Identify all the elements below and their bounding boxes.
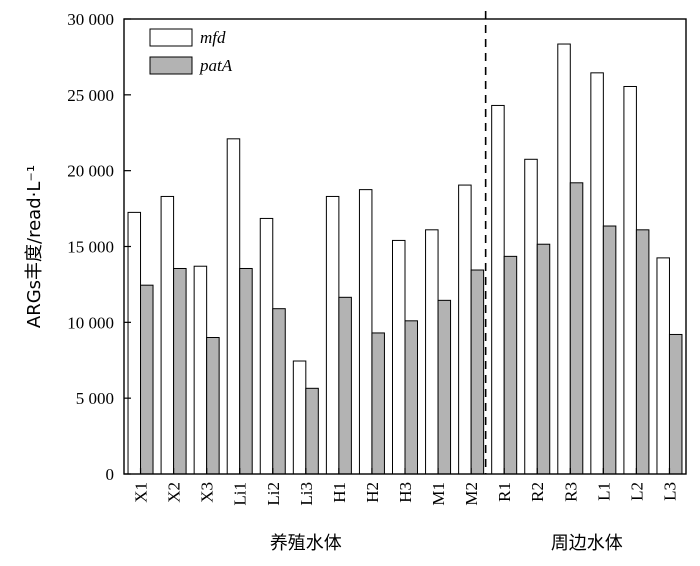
legend-swatch-mfd [149, 28, 193, 47]
bar-mfd-Li2 [259, 217, 274, 475]
bar-patA-L3 [668, 333, 683, 475]
bar-mfd-R1 [491, 104, 505, 475]
bar-mfd-L1 [590, 72, 604, 475]
bar-patA-L2 [635, 229, 650, 475]
bar-mfd-H2 [358, 189, 373, 475]
x-tick-label-H1: H1 [330, 482, 349, 503]
bar-mfd-R2 [524, 158, 538, 475]
bar-mfd-R3 [557, 43, 571, 475]
legend: mfd patA [149, 28, 233, 75]
bar-patA-X2 [173, 267, 187, 475]
x-tick-label-L2: L2 [627, 482, 646, 501]
bar-mfd-L2 [623, 85, 637, 475]
x-tick-label-R1: R1 [495, 482, 514, 502]
bar-patA-R2 [536, 243, 551, 475]
bar-mfd-Li3 [292, 360, 307, 475]
legend-swatch-patA [149, 56, 193, 75]
group-label-1: 养殖水体 [270, 532, 342, 554]
bar-mfd-M2 [458, 184, 472, 475]
bar-patA-H3 [404, 320, 418, 475]
x-axis: X1 X2 X3 Li1 Li2 Li3 H1 H2 H3 M1 M2 R1 R2 R3 L1 L2 L3 [132, 468, 679, 506]
bar-patA-H1 [338, 296, 352, 475]
y-tick-label: 30 000 [67, 10, 114, 29]
bar-patA-R3 [569, 182, 584, 475]
y-axis: 0 5 000 10 000 15 000 20 000 25 000 30 000 [67, 10, 131, 484]
bar-patA-Li3 [305, 387, 319, 475]
bar-mfd-Li1 [226, 138, 241, 475]
y-tick-label: 25 000 [67, 86, 114, 105]
x-tick-label-Li1: Li1 [231, 482, 250, 506]
bar-mfd-M1 [425, 229, 439, 475]
bar-patA-Li1 [239, 267, 253, 475]
y-tick-label: 15 000 [67, 238, 114, 257]
bar-mfd-H3 [392, 239, 406, 475]
bar-patA-M2 [470, 269, 485, 475]
x-tick-label-L1: L1 [594, 482, 613, 501]
x-tick-label-M1: M1 [429, 482, 448, 506]
group-label-2: 周边水体 [551, 533, 623, 554]
bar-mfd-X2 [160, 195, 175, 475]
y-tick-label: 0 [106, 465, 115, 484]
bar-patA-X3 [206, 337, 220, 475]
x-tick-label-R2: R2 [528, 482, 547, 502]
bar-patA-Li2 [272, 308, 286, 475]
bar-patA-M1 [437, 299, 452, 475]
x-tick-label-Li2: Li2 [264, 482, 283, 506]
bar-mfd-X1 [127, 211, 142, 475]
y-tick-label: 20 000 [67, 162, 114, 181]
legend-label-patA: patA [199, 56, 233, 75]
x-tick-label-X2: X2 [165, 482, 184, 503]
x-tick-label-X1: X1 [132, 482, 151, 503]
x-tick-label-H3: H3 [396, 482, 415, 503]
legend-label-mfd: mfd [200, 28, 226, 47]
bar-mfd-X3 [193, 265, 208, 475]
bar-patA-R1 [503, 255, 518, 475]
bar-patA-H2 [371, 332, 385, 475]
bar-patA-L1 [602, 225, 617, 475]
y-axis-label: ARGs丰度/read·L⁻¹ [24, 165, 45, 328]
x-tick-label-H2: H2 [363, 482, 382, 503]
x-tick-label-Li3: Li3 [297, 482, 316, 506]
group-labels: 养殖水体 周边水体 [270, 532, 623, 554]
bar-mfd-L3 [656, 257, 670, 475]
bars [127, 43, 683, 475]
bar-mfd-H1 [325, 195, 340, 475]
x-tick-label-R3: R3 [561, 482, 580, 502]
y-tick-label: 5 000 [76, 389, 114, 408]
x-tick-label-X3: X3 [198, 482, 217, 503]
bar-patA-X1 [140, 284, 154, 475]
x-tick-label-M2: M2 [462, 482, 481, 506]
y-tick-label: 10 000 [67, 313, 114, 332]
x-tick-label-L3: L3 [660, 482, 679, 501]
